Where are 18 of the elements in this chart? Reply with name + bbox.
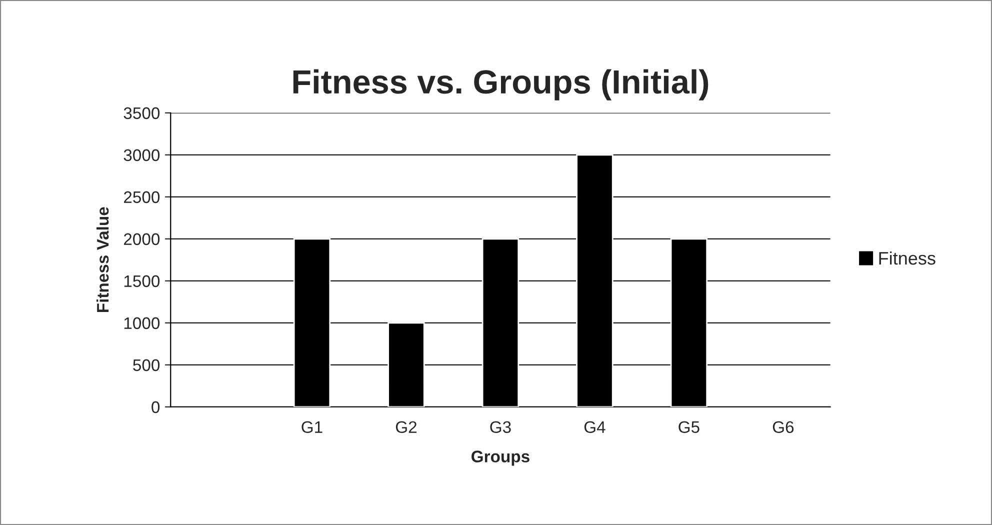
y-tick-label: 3500	[124, 107, 160, 120]
x-tick-label: G1	[302, 421, 322, 434]
x-tick-label: G4	[584, 421, 606, 434]
legend-label: Fitness	[879, 251, 936, 265]
x-axis-title: Groups	[472, 450, 530, 466]
y-tick-label: 2500	[124, 191, 160, 204]
y-tick-label: 500	[133, 359, 160, 372]
x-tick-label: G2	[396, 421, 417, 434]
chart-title: Fitness vs. Groups (Initial)	[293, 69, 708, 100]
y-tick-label: 1500	[124, 275, 160, 288]
y-tick-label: 3000	[124, 149, 160, 162]
y-axis-title: Fitness Value	[96, 207, 109, 312]
x-tick-label: G5	[678, 421, 700, 434]
y-tick-label: 0	[152, 401, 160, 414]
y-tick-label: 2000	[124, 233, 160, 246]
x-tick-label: G3	[490, 421, 511, 434]
x-tick-label: G6	[772, 421, 794, 434]
y-tick-label: 1000	[124, 317, 160, 330]
